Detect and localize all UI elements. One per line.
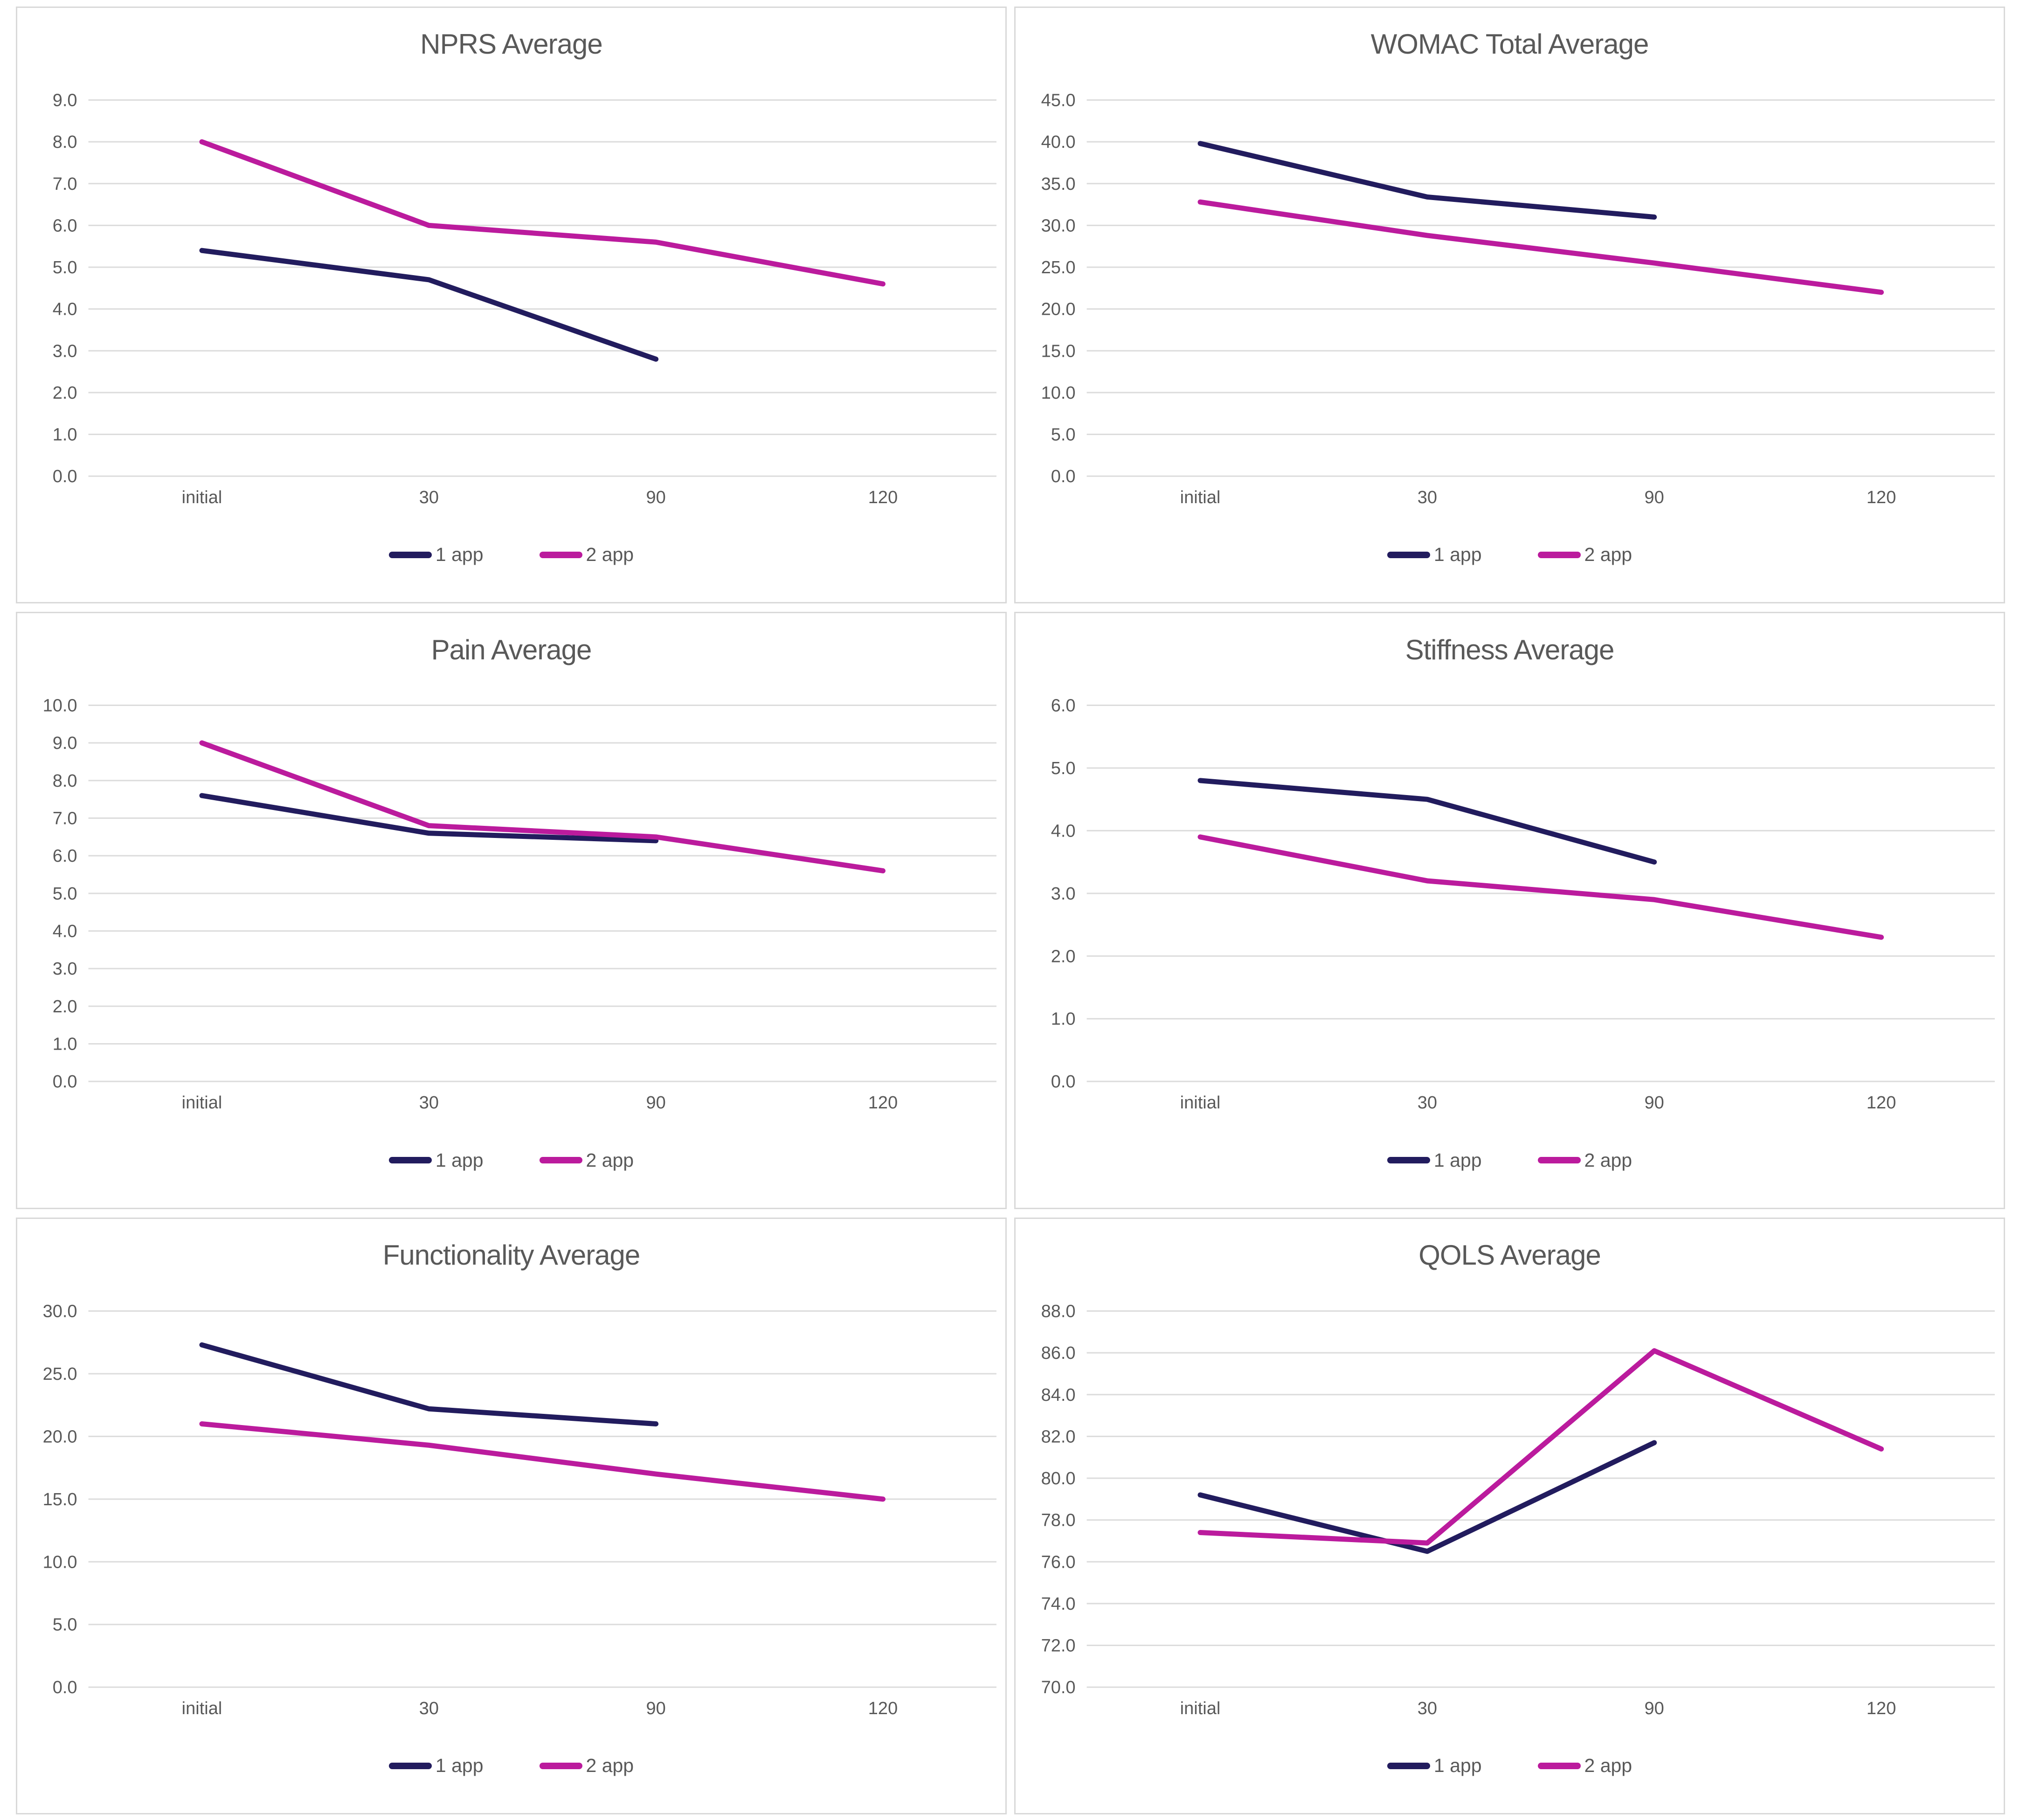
svg-text:2.0: 2.0 bbox=[1051, 947, 1076, 967]
svg-text:30: 30 bbox=[1418, 1093, 1437, 1113]
svg-text:120: 120 bbox=[1867, 1699, 1896, 1718]
svg-text:7.0: 7.0 bbox=[53, 174, 77, 194]
svg-text:90: 90 bbox=[1645, 1093, 1664, 1113]
svg-text:30: 30 bbox=[419, 488, 439, 507]
svg-text:30.0: 30.0 bbox=[43, 1301, 77, 1321]
svg-text:30: 30 bbox=[419, 1093, 439, 1113]
svg-text:120: 120 bbox=[868, 1093, 898, 1113]
svg-text:1.0: 1.0 bbox=[53, 1035, 77, 1054]
svg-text:0.0: 0.0 bbox=[53, 467, 77, 486]
svg-text:5.0: 5.0 bbox=[53, 884, 77, 904]
svg-text:8.0: 8.0 bbox=[53, 132, 77, 152]
svg-text:5.0: 5.0 bbox=[1051, 759, 1076, 778]
svg-text:80.0: 80.0 bbox=[1041, 1469, 1076, 1488]
line-chart-plot: 88.0 86.0 84.0 82.0 80.0 78.0 76.0 74.0 72.0 70.0… bbox=[1041, 1301, 1995, 1718]
svg-text:initial: initial bbox=[182, 1093, 222, 1113]
svg-text:120: 120 bbox=[1867, 1093, 1896, 1113]
svg-text:120: 120 bbox=[868, 1699, 898, 1718]
svg-text:4.0: 4.0 bbox=[53, 300, 77, 319]
svg-text:initial: initial bbox=[182, 488, 222, 507]
svg-text:20.0: 20.0 bbox=[43, 1427, 77, 1446]
svg-text:6.0: 6.0 bbox=[53, 216, 77, 235]
chart-panel-qols: QOLS Average 88.0 86.0 84.0 82.0 80.0 78.0 76.… bbox=[1014, 1217, 2005, 1814]
svg-text:1.0: 1.0 bbox=[53, 425, 77, 445]
svg-text:9.0: 9.0 bbox=[53, 734, 77, 754]
svg-text:76.0: 76.0 bbox=[1041, 1552, 1076, 1572]
svg-text:120: 120 bbox=[868, 488, 898, 507]
svg-text:30: 30 bbox=[1418, 1699, 1437, 1718]
svg-text:3.0: 3.0 bbox=[53, 341, 77, 361]
svg-text:45.0: 45.0 bbox=[1041, 91, 1076, 111]
svg-text:1.0: 1.0 bbox=[1051, 1010, 1076, 1029]
svg-text:0.0: 0.0 bbox=[53, 1678, 77, 1697]
svg-text:initial: initial bbox=[1180, 1699, 1221, 1718]
line-chart-plot: 9.0 8.0 7.0 6.0 5.0 4.0 3.0 2.0 1.0 0.0 initial 30 9… bbox=[53, 91, 996, 507]
svg-text:4.0: 4.0 bbox=[53, 922, 77, 941]
svg-text:90: 90 bbox=[646, 1699, 666, 1718]
svg-text:40.0: 40.0 bbox=[1041, 132, 1076, 152]
svg-text:7.0: 7.0 bbox=[53, 809, 77, 829]
svg-text:30: 30 bbox=[1418, 488, 1437, 507]
svg-text:74.0: 74.0 bbox=[1041, 1594, 1076, 1614]
chart-panel-functionality: Functionality Average 30.0 25.0 20.0 15.0 10… bbox=[16, 1217, 1007, 1814]
svg-text:20.0: 20.0 bbox=[1041, 300, 1076, 319]
svg-text:0.0: 0.0 bbox=[53, 1072, 77, 1092]
svg-text:90: 90 bbox=[1645, 488, 1664, 507]
svg-text:9.0: 9.0 bbox=[53, 91, 77, 111]
svg-text:5.0: 5.0 bbox=[1051, 425, 1076, 445]
svg-text:72.0: 72.0 bbox=[1041, 1636, 1076, 1655]
svg-text:30.0: 30.0 bbox=[1041, 216, 1076, 235]
svg-text:70.0: 70.0 bbox=[1041, 1678, 1076, 1697]
svg-text:30: 30 bbox=[419, 1699, 439, 1718]
chart-panel-womac-total: WOMAC Total Average 45.0 40.0 35.0 30.0 25.0… bbox=[1014, 7, 2005, 604]
svg-text:6.0: 6.0 bbox=[1051, 696, 1076, 716]
line-chart-plot: 6.0 5.0 4.0 3.0 2.0 1.0 0.0 initial 30 90 120 bbox=[1051, 696, 1995, 1113]
svg-text:5.0: 5.0 bbox=[53, 258, 77, 277]
svg-text:10.0: 10.0 bbox=[1041, 383, 1076, 403]
svg-text:120: 120 bbox=[1867, 488, 1896, 507]
svg-text:88.0: 88.0 bbox=[1041, 1301, 1076, 1321]
svg-text:25.0: 25.0 bbox=[43, 1364, 77, 1384]
svg-text:4.0: 4.0 bbox=[1051, 822, 1076, 841]
svg-text:10.0: 10.0 bbox=[43, 1552, 77, 1572]
svg-text:90: 90 bbox=[646, 1093, 666, 1113]
svg-text:2.0: 2.0 bbox=[53, 383, 77, 403]
svg-text:0.0: 0.0 bbox=[1051, 1072, 1076, 1092]
svg-text:15.0: 15.0 bbox=[43, 1490, 77, 1509]
svg-text:2.0: 2.0 bbox=[53, 997, 77, 1017]
line-chart-plot: 45.0 40.0 35.0 30.0 25.0 20.0 15.0 10.0 5.0 0.0 in… bbox=[1041, 91, 1995, 507]
svg-text:86.0: 86.0 bbox=[1041, 1343, 1076, 1363]
svg-text:84.0: 84.0 bbox=[1041, 1385, 1076, 1405]
svg-text:90: 90 bbox=[646, 488, 666, 507]
svg-text:0.0: 0.0 bbox=[1051, 467, 1076, 486]
line-chart-plot: 10.0 9.0 8.0 7.0 6.0 5.0 4.0 3.0 2.0 1.0 0.0 initia… bbox=[43, 696, 996, 1113]
line-chart-plot: 30.0 25.0 20.0 15.0 10.0 5.0 0.0 initial 30 90 120 bbox=[43, 1301, 996, 1718]
chart-panel-nprs: NPRS Average 9.0 8.0 7.0 6.0 5.0 4.0 3.0 2.0 1.0… bbox=[16, 7, 1007, 604]
svg-text:initial: initial bbox=[182, 1699, 222, 1718]
svg-text:6.0: 6.0 bbox=[53, 847, 77, 866]
svg-text:35.0: 35.0 bbox=[1041, 174, 1076, 194]
svg-text:8.0: 8.0 bbox=[53, 771, 77, 791]
svg-text:3.0: 3.0 bbox=[53, 960, 77, 979]
svg-text:10.0: 10.0 bbox=[43, 696, 77, 716]
svg-text:15.0: 15.0 bbox=[1041, 341, 1076, 361]
svg-text:3.0: 3.0 bbox=[1051, 884, 1076, 904]
svg-text:90: 90 bbox=[1645, 1699, 1664, 1718]
chart-panel-stiffness: Stiffness Average 6.0 5.0 4.0 3.0 2.0 1.0 0.0 i… bbox=[1014, 612, 2005, 1209]
svg-text:initial: initial bbox=[1180, 488, 1221, 507]
svg-text:78.0: 78.0 bbox=[1041, 1510, 1076, 1530]
svg-text:initial: initial bbox=[1180, 1093, 1221, 1113]
svg-text:5.0: 5.0 bbox=[53, 1615, 77, 1634]
chart-panel-pain: Pain Average 10.0 9.0 8.0 7.0 6.0 5.0 4.0 3.0 2.… bbox=[16, 612, 1007, 1209]
svg-text:25.0: 25.0 bbox=[1041, 258, 1076, 277]
svg-text:82.0: 82.0 bbox=[1041, 1427, 1076, 1446]
